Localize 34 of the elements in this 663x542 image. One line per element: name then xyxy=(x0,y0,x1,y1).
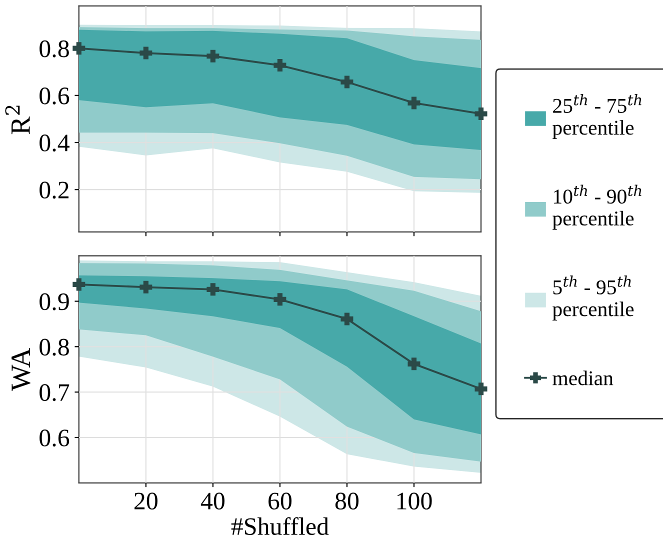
point xyxy=(206,283,220,296)
y-tick-label: 0.8 xyxy=(40,338,69,356)
point xyxy=(72,278,86,291)
point xyxy=(408,96,420,110)
y-axis-title: WA xyxy=(12,348,30,391)
y-tick-label: 0.8 xyxy=(40,40,69,58)
point xyxy=(140,46,152,60)
y-tick-label: 0.2 xyxy=(40,182,68,199)
x-axis-title: #Shuffled xyxy=(231,517,329,535)
y-tick-label: 0.6 xyxy=(40,430,70,447)
legend-label: 10$^{th}$ - 90$^{th}$ percentile xyxy=(552,184,642,230)
x-tick-label: 40 xyxy=(200,492,224,510)
legend-label: median xyxy=(552,370,614,386)
point xyxy=(340,76,354,88)
y-tick-label: 0.7 xyxy=(40,384,70,402)
x-tick-label: 20 xyxy=(134,492,158,510)
point xyxy=(474,382,488,396)
point xyxy=(140,280,152,294)
point xyxy=(408,358,420,370)
point xyxy=(274,59,286,72)
point xyxy=(340,312,354,326)
x-tick-label: 100 xyxy=(397,492,432,510)
point xyxy=(274,293,286,306)
legend-label: 5$^{th}$ - 95$^{th}$ percentile xyxy=(552,276,634,321)
x-tick-label: 60 xyxy=(268,492,292,510)
y-tick-label: 0.9 xyxy=(40,293,69,310)
point xyxy=(72,42,86,55)
x-tick-label: 80 xyxy=(335,492,359,510)
point xyxy=(474,108,488,120)
point xyxy=(206,50,220,62)
legend-label: 25$^{th}$ - 75$^{th}$ percentile xyxy=(552,94,642,140)
y-tick-label: 0.6 xyxy=(40,87,70,104)
y-tick-label: 0.4 xyxy=(40,134,70,152)
y-axis-title: R$^{2}$ xyxy=(5,106,30,134)
